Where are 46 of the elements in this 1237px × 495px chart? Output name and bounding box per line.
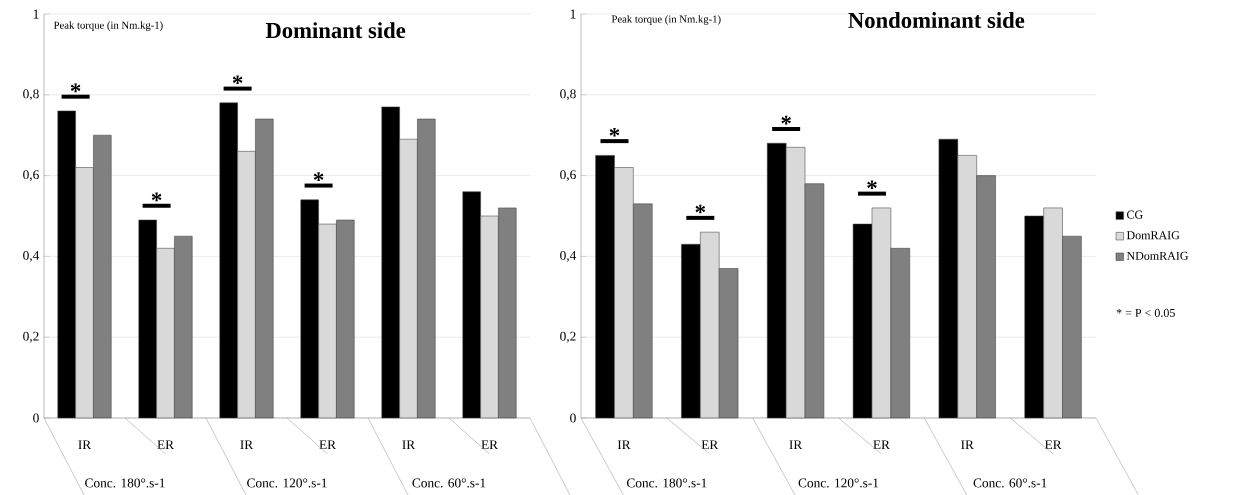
- x-tick-label: ER: [1044, 440, 1062, 450]
- y-tick-label: 1: [33, 9, 39, 19]
- y-tick-label: 0,4: [23, 250, 40, 262]
- annotation: *: [867, 180, 877, 190]
- y-tick-label: 0,8: [23, 89, 39, 101]
- y-tick-label: 0: [33, 413, 39, 423]
- legend-label: CG: [1127, 210, 1143, 219]
- text: Conc. 180°.s-1: [85, 478, 165, 488]
- x-tick-label: IR: [961, 440, 974, 450]
- x-tick-label: IR: [617, 440, 631, 450]
- x-tick-label: ER: [701, 440, 719, 450]
- text: Conc. 120°.s-1: [247, 478, 327, 488]
- annotation: *: [695, 204, 706, 214]
- annotation: *: [781, 115, 791, 125]
- chart-title: Nondominant side: [848, 12, 1025, 29]
- x-tick-label: IR: [789, 440, 803, 450]
- annotation: *: [70, 83, 81, 93]
- y-tick-label: 0,6: [560, 170, 576, 182]
- y-tick-label: 0,2: [560, 331, 576, 343]
- text: Conc. 60°.s-1: [973, 478, 1047, 488]
- x-tick-label: ER: [481, 440, 499, 450]
- annotation: *: [609, 127, 620, 137]
- text: * = P < 0.05: [1116, 308, 1175, 318]
- annotation: *: [232, 75, 243, 85]
- legend-label: NDomRAIG: [1126, 251, 1189, 260]
- annotation: *: [151, 192, 162, 202]
- legend-label: DomRAIG: [1126, 231, 1180, 240]
- y-tick-label: 0,8: [560, 89, 576, 101]
- y-tick-label: 1: [570, 9, 576, 19]
- x-tick-label: IR: [78, 440, 92, 450]
- x-tick-label: ER: [157, 440, 175, 450]
- y-tick-label: 0,2: [23, 331, 39, 343]
- text: Conc. 180°.s-1: [626, 478, 707, 488]
- text: Conc. 60°.s-1: [412, 478, 486, 488]
- text: Conc. 120°.s-1: [798, 478, 879, 488]
- annotation: *: [313, 172, 324, 182]
- y-axis-title: Peak torque (in Nm.kg-1): [611, 15, 721, 25]
- x-tick-label: IR: [402, 440, 416, 450]
- y-axis-title: Peak torque (in Nm.kg-1): [53, 21, 163, 31]
- y-tick-label: 0: [570, 413, 576, 423]
- y-tick-label: 0,4: [560, 250, 577, 262]
- y-tick-label: 0,6: [23, 170, 39, 182]
- chart-title: Dominant side: [265, 22, 406, 39]
- x-tick-label: ER: [319, 440, 337, 450]
- x-tick-label: ER: [873, 440, 890, 450]
- x-tick-label: IR: [240, 440, 254, 450]
